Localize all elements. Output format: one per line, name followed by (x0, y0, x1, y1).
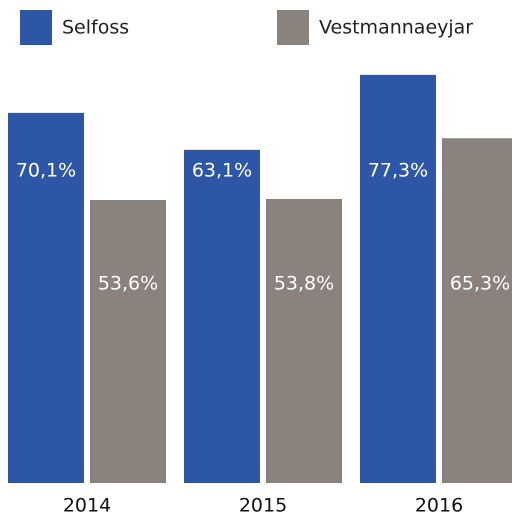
data-label: 70,1% (16, 160, 76, 182)
bar (442, 138, 512, 483)
bar (90, 199, 166, 483)
bar (8, 112, 84, 483)
data-label: 77,3% (368, 160, 428, 182)
legend-swatch (20, 10, 52, 45)
legend-swatch (277, 10, 309, 45)
data-label: 53,6% (98, 273, 158, 295)
data-label: 53,8% (274, 273, 334, 295)
x-tick-label: 2014 (63, 495, 111, 517)
legend-label: Vestmannaeyjar (319, 17, 473, 39)
bar (360, 74, 436, 483)
x-tick-label: 2016 (415, 495, 463, 517)
data-label: 65,3% (450, 273, 510, 295)
x-tick-label: 2015 (239, 495, 287, 517)
bar (184, 149, 260, 483)
data-label: 63,1% (192, 160, 252, 182)
legend-label: Selfoss (62, 17, 129, 39)
bar (266, 198, 342, 483)
